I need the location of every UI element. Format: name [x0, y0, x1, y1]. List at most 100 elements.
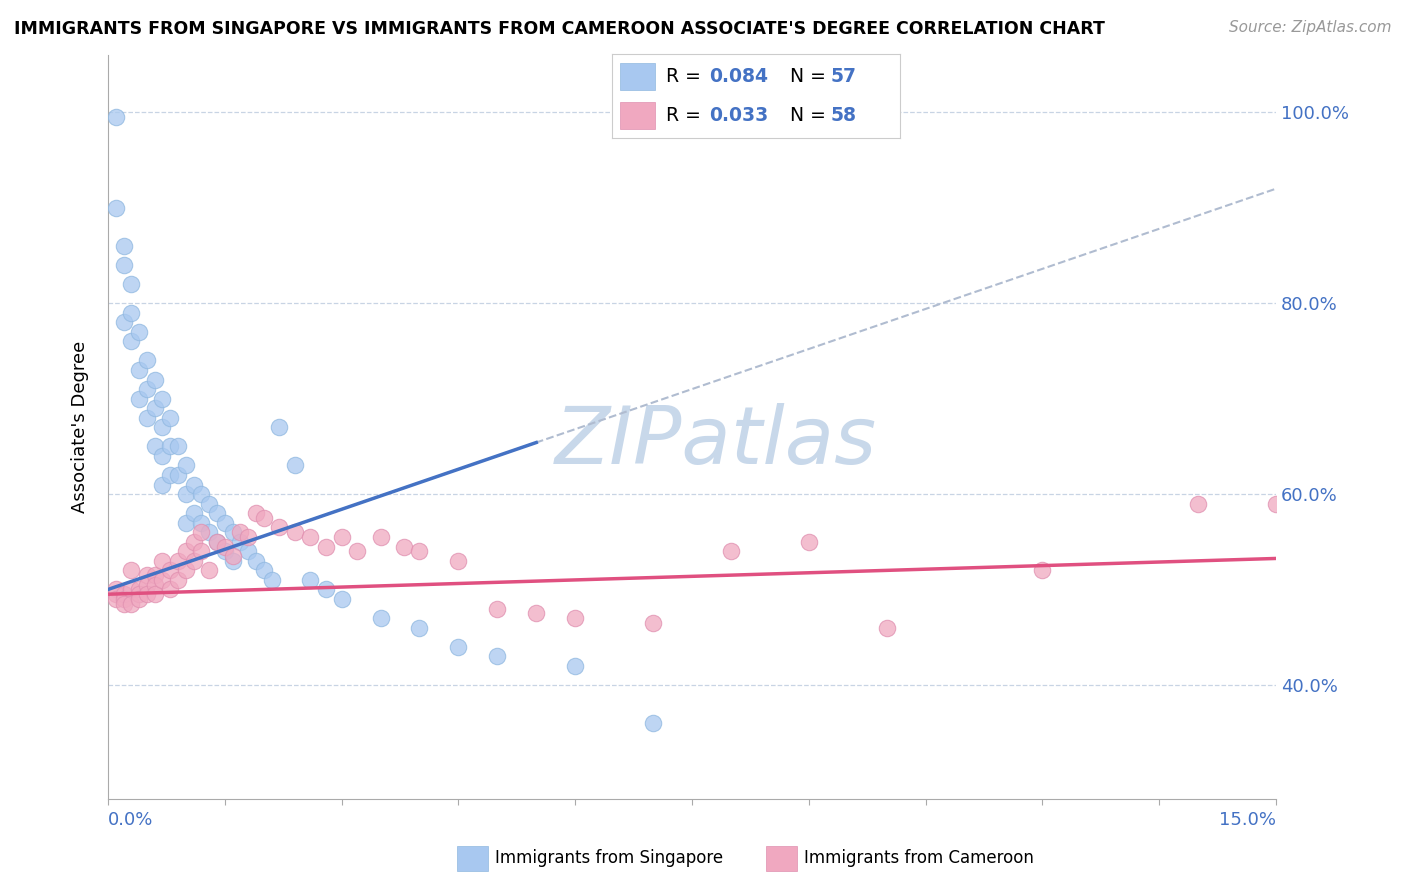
- Point: [720, 544, 742, 558]
- Text: ZIPatlas: ZIPatlas: [554, 403, 876, 481]
- Text: 0.0%: 0.0%: [108, 811, 153, 829]
- Point: [299, 530, 322, 544]
- Text: R =: R =: [666, 106, 707, 125]
- Point: [408, 544, 430, 558]
- Point: [315, 582, 337, 597]
- Point: [229, 534, 252, 549]
- Point: [641, 716, 664, 731]
- Point: [253, 563, 276, 577]
- Point: [128, 325, 150, 339]
- Point: [143, 439, 166, 453]
- Point: [198, 563, 221, 577]
- Point: [152, 420, 174, 434]
- Point: [152, 573, 174, 587]
- Point: [174, 563, 197, 577]
- Text: 0.033: 0.033: [710, 106, 769, 125]
- Point: [183, 554, 205, 568]
- Text: Source: ZipAtlas.com: Source: ZipAtlas.com: [1229, 20, 1392, 35]
- Point: [120, 597, 142, 611]
- Point: [198, 497, 221, 511]
- Text: IMMIGRANTS FROM SINGAPORE VS IMMIGRANTS FROM CAMEROON ASSOCIATE'S DEGREE CORRELA: IMMIGRANTS FROM SINGAPORE VS IMMIGRANTS …: [14, 20, 1105, 37]
- Point: [120, 563, 142, 577]
- Point: [152, 554, 174, 568]
- Point: [221, 554, 243, 568]
- Point: [128, 582, 150, 597]
- Point: [120, 582, 142, 597]
- Point: [167, 573, 190, 587]
- Point: [183, 506, 205, 520]
- Point: [104, 201, 127, 215]
- Point: [174, 458, 197, 473]
- Text: 57: 57: [831, 67, 856, 86]
- Point: [1031, 563, 1053, 577]
- Point: [135, 577, 157, 591]
- FancyBboxPatch shape: [620, 62, 655, 90]
- Point: [221, 549, 243, 563]
- Point: [159, 563, 181, 577]
- Point: [159, 582, 181, 597]
- Point: [190, 487, 212, 501]
- Point: [112, 592, 135, 607]
- Point: [253, 511, 276, 525]
- Text: 58: 58: [831, 106, 856, 125]
- Point: [564, 611, 586, 625]
- Point: [797, 534, 820, 549]
- Point: [370, 530, 392, 544]
- Point: [564, 658, 586, 673]
- Point: [174, 544, 197, 558]
- Point: [112, 315, 135, 329]
- Point: [524, 607, 547, 621]
- Point: [112, 258, 135, 272]
- Point: [447, 554, 470, 568]
- Text: 0.084: 0.084: [710, 67, 769, 86]
- Point: [143, 401, 166, 416]
- Point: [174, 516, 197, 530]
- Point: [641, 615, 664, 630]
- Text: R =: R =: [666, 67, 707, 86]
- Text: N =: N =: [790, 106, 832, 125]
- Point: [128, 392, 150, 406]
- Point: [245, 554, 267, 568]
- Point: [143, 577, 166, 591]
- Point: [315, 540, 337, 554]
- Point: [190, 544, 212, 558]
- Point: [135, 410, 157, 425]
- Point: [128, 363, 150, 377]
- Y-axis label: Associate's Degree: Associate's Degree: [72, 341, 89, 514]
- Text: Immigrants from Singapore: Immigrants from Singapore: [495, 849, 723, 867]
- Text: N =: N =: [790, 67, 832, 86]
- Point: [190, 516, 212, 530]
- Point: [135, 382, 157, 396]
- Point: [135, 353, 157, 368]
- Point: [143, 568, 166, 582]
- Point: [120, 306, 142, 320]
- Point: [112, 587, 135, 601]
- Point: [159, 439, 181, 453]
- Point: [112, 597, 135, 611]
- Point: [330, 530, 353, 544]
- Point: [229, 525, 252, 540]
- Point: [486, 649, 509, 664]
- Point: [269, 520, 291, 534]
- Point: [183, 534, 205, 549]
- Point: [205, 534, 228, 549]
- Point: [260, 573, 283, 587]
- Point: [152, 392, 174, 406]
- Point: [104, 582, 127, 597]
- Point: [330, 592, 353, 607]
- Point: [159, 467, 181, 482]
- Point: [112, 239, 135, 253]
- Point: [876, 621, 898, 635]
- Point: [135, 587, 157, 601]
- Point: [152, 477, 174, 491]
- Point: [284, 525, 307, 540]
- Point: [205, 506, 228, 520]
- Point: [143, 587, 166, 601]
- Point: [128, 587, 150, 601]
- Point: [486, 601, 509, 615]
- Point: [104, 592, 127, 607]
- Point: [284, 458, 307, 473]
- Point: [299, 573, 322, 587]
- Point: [392, 540, 415, 554]
- Point: [214, 540, 236, 554]
